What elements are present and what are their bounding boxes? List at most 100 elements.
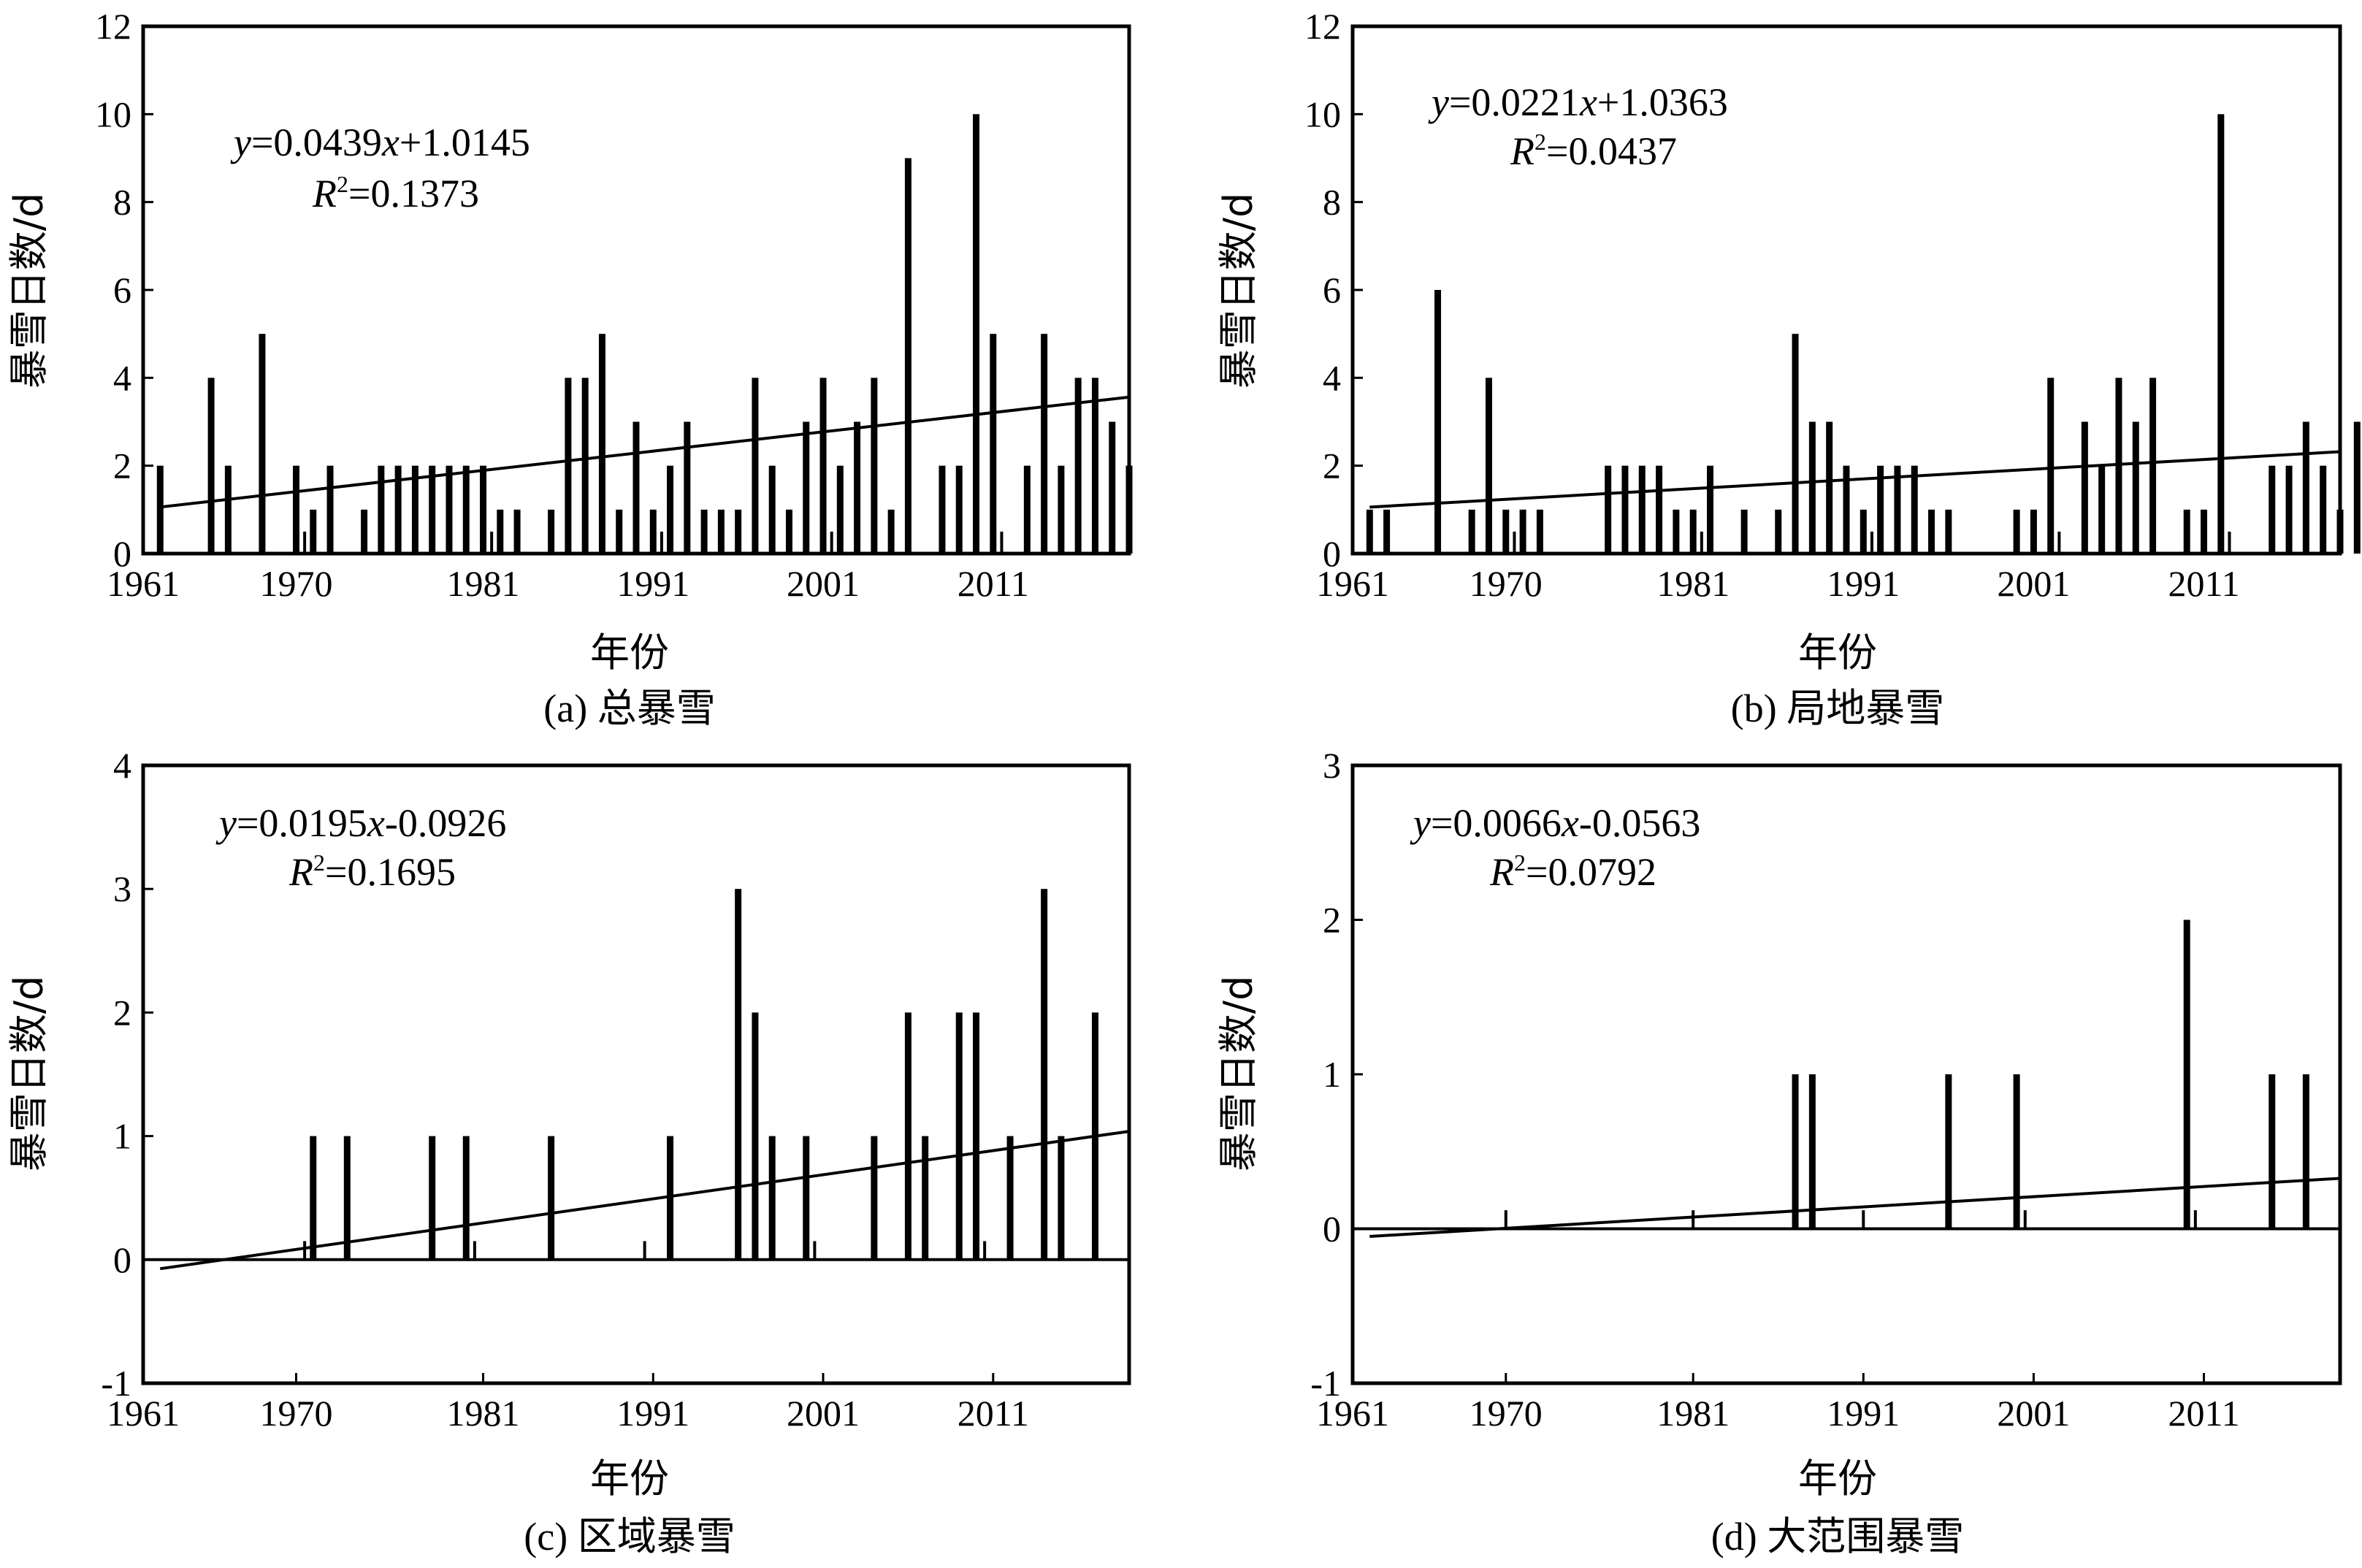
bar-c-2009 xyxy=(955,1012,963,1260)
bar-a-2001 xyxy=(819,378,827,554)
bar-a-1987 xyxy=(581,378,589,554)
bar-a-1970.5 xyxy=(303,531,307,554)
x-tick-label-a: 1970 xyxy=(259,563,332,604)
bar-b-1968 xyxy=(1468,509,1475,554)
bar-a-1986 xyxy=(565,378,572,554)
plot-area-b: 0 2 4 6 8 10 12 1961 1970 1981 1991 2001 2011 xyxy=(1304,6,2361,604)
bar-b-1987 xyxy=(1792,334,1799,554)
bar-b-1976 xyxy=(1605,465,1612,554)
bar-d-1981 xyxy=(1692,1210,1695,1229)
caption-a: (a) 总暴雪 xyxy=(543,687,715,730)
y-axis-title-c: 暴雪日数/d xyxy=(6,976,52,1171)
y-axis-title-d: 暴雪日数/d xyxy=(1215,976,1261,1171)
bar-a-1999 xyxy=(785,509,792,554)
bar-b-1966 xyxy=(1434,290,1442,554)
y-tick-label-b: 10 xyxy=(1304,93,1341,134)
x-tick-label-b: 1981 xyxy=(1656,563,1730,604)
bar-c-1973 xyxy=(343,1136,351,1260)
bar-a-1979 xyxy=(446,465,453,554)
plot-area-a: 0 2 4 6 8 10 12 1961 1970 1981 1991 2001 2011 xyxy=(95,6,1133,604)
bar-b-2002.5 xyxy=(2057,531,2061,554)
x-tick-label-c: 1970 xyxy=(259,1393,332,1434)
bar-b-2011 xyxy=(2201,509,2208,554)
bar-b-2001 xyxy=(2030,509,2037,554)
bar-c-1985 xyxy=(548,1136,555,1260)
y-tick-label-c: 2 xyxy=(113,992,131,1033)
y-tick-label-a: 10 xyxy=(95,93,131,134)
x-tick-label-d: 1981 xyxy=(1656,1393,1730,1434)
y-tick-label-d: 0 xyxy=(1323,1209,1341,1250)
r-squared-b: R2=0.0437 xyxy=(1510,129,1677,173)
bar-d-1991 xyxy=(1862,1210,1865,1229)
bar-b-1996 xyxy=(1945,509,1952,554)
bar-c-2010 xyxy=(973,1012,980,1260)
bar-a-1988 xyxy=(598,334,605,554)
bar-b-1970 xyxy=(1502,509,1510,554)
bar-a-2000 xyxy=(803,421,810,554)
bar-a-1992 xyxy=(667,465,674,554)
bar-a-1981.5 xyxy=(490,531,494,554)
bar-a-1962 xyxy=(156,465,164,554)
bar-b-2007 xyxy=(2132,421,2139,554)
bar-a-1965 xyxy=(207,378,215,554)
x-tick-label-b: 1991 xyxy=(1827,563,1900,604)
bar-c-2006 xyxy=(904,1012,911,1260)
x-axis-title-a: 年份 xyxy=(590,630,669,676)
x-tick-label-c: 1981 xyxy=(447,1393,520,1434)
equation-a: y=0.0439x+1.0145 xyxy=(230,121,530,164)
bar-a-1976 xyxy=(394,465,402,554)
x-tick-label-b: 2011 xyxy=(2168,563,2239,604)
bar-a-1996 xyxy=(735,509,742,554)
plot-frame-c xyxy=(141,763,1131,1385)
r-squared-d: R2=0.0792 xyxy=(1489,849,1656,894)
bar-a-2003 xyxy=(854,421,861,554)
caption-c: (c) 区域暴雪 xyxy=(524,1515,735,1559)
bar-d-1970 xyxy=(1504,1210,1507,1229)
bar-a-1998 xyxy=(768,465,776,554)
y-tick-label-d: -1 xyxy=(1310,1363,1341,1404)
bar-d-1987 xyxy=(1792,1074,1799,1229)
x-axis-title-d: 年份 xyxy=(1798,1456,1877,1502)
bar-a-1997 xyxy=(752,378,759,554)
bar-a-2019 xyxy=(1125,465,1133,554)
bar-c-1997 xyxy=(752,1012,759,1260)
bar-c-2007 xyxy=(922,1136,929,1260)
bar-b-1980 xyxy=(1673,509,1680,554)
bar-d-2000.5 xyxy=(2023,1210,2027,1229)
bar-c-2004 xyxy=(871,1136,878,1260)
y-tick-label-a: 12 xyxy=(95,6,131,47)
bar-c-1970.5 xyxy=(303,1241,307,1260)
y-tick-label-b: 8 xyxy=(1323,182,1341,223)
x-tick-label-a: 2011 xyxy=(958,563,1029,604)
x-tick-label-d: 2001 xyxy=(1997,1393,2070,1434)
plot-area-c: -1 0 1 2 3 4 1961 1970 1981 1991 2001 2011 xyxy=(101,745,1131,1434)
bar-b-1991 xyxy=(1860,509,1867,554)
x-tick-label-a: 1981 xyxy=(447,563,520,604)
bar-b-1990 xyxy=(1843,465,1850,554)
y-tick-label-c: 0 xyxy=(113,1239,131,1280)
x-tick-label-b: 1970 xyxy=(1469,563,1543,604)
y-tick-label-a: 6 xyxy=(113,269,131,310)
bar-b-2015 xyxy=(2269,465,2276,554)
bar-b-2004 xyxy=(2081,421,2088,554)
y-tick-label-c: 3 xyxy=(113,868,131,909)
y-tick-label-a: 2 xyxy=(113,445,131,486)
x-tick-label-a: 2001 xyxy=(787,563,860,604)
bar-a-1968 xyxy=(259,334,266,554)
bar-c-1998 xyxy=(768,1136,776,1260)
bar-b-1981.5 xyxy=(1700,531,1703,554)
bar-a-1983 xyxy=(513,509,521,554)
bar-a-1995 xyxy=(717,509,725,554)
y-tick-label-b: 12 xyxy=(1304,6,1341,47)
y-tick-label-a: 4 xyxy=(113,357,131,398)
bar-c-1990.5 xyxy=(643,1241,646,1260)
bar-a-1980 xyxy=(462,465,470,554)
x-tick-label-b: 2001 xyxy=(1997,563,2070,604)
x-tick-label-a: 1991 xyxy=(616,563,689,604)
bar-b-2020 xyxy=(2353,421,2361,554)
bar-a-1990 xyxy=(632,421,640,554)
x-tick-label-a: 1961 xyxy=(107,563,180,604)
y-tick-label-c: 4 xyxy=(113,745,131,786)
bar-a-1991.5 xyxy=(660,531,663,554)
